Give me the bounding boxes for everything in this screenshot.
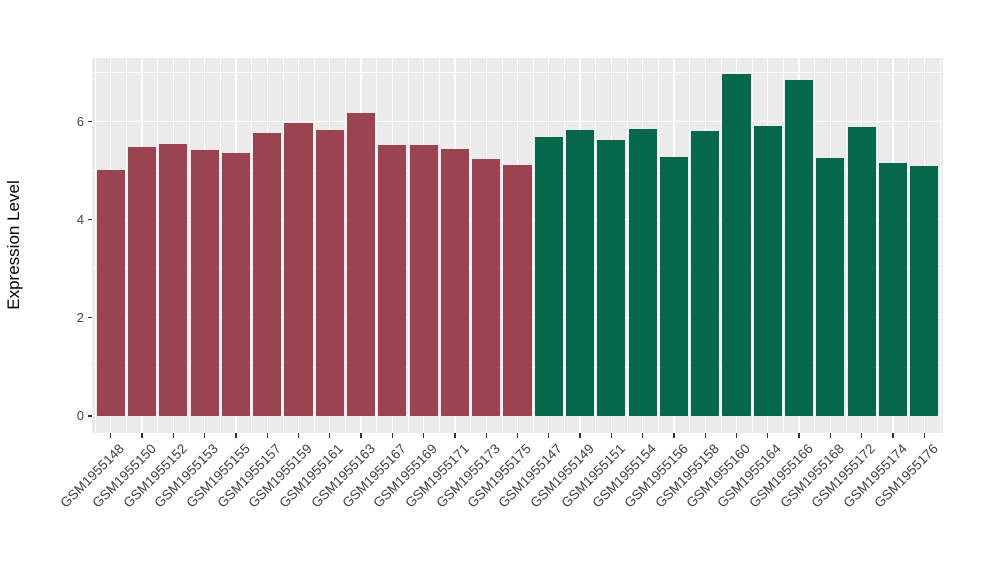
bar-GSM1955153 xyxy=(190,149,219,416)
x-tick-mark xyxy=(735,433,738,438)
y-axis-title-text: Expression Level xyxy=(4,180,23,310)
gridline-minor-v xyxy=(720,58,722,433)
gridline-minor-v xyxy=(376,58,378,433)
bar-GSM1955157 xyxy=(253,132,282,416)
x-tick-mark xyxy=(767,433,769,438)
gridline-minor-v xyxy=(595,58,597,433)
y-tick-label: 0 xyxy=(76,407,84,423)
gridline-minor-v xyxy=(251,58,252,433)
x-tick-mark xyxy=(610,433,613,438)
bar-GSM1955148 xyxy=(96,169,125,416)
bar-GSM1955155 xyxy=(221,152,250,416)
x-tick-mark xyxy=(923,433,925,438)
bar-GSM1955169 xyxy=(409,145,438,416)
gridline-minor-v xyxy=(438,58,440,433)
gridline-minor-v xyxy=(407,58,409,433)
bar-GSM1955154 xyxy=(628,129,657,416)
x-tick-mark xyxy=(203,433,206,438)
gridline-minor-v xyxy=(564,58,565,433)
x-tick-mark xyxy=(266,433,268,438)
gridline-minor-v xyxy=(345,58,346,433)
x-tick-mark xyxy=(360,433,362,438)
x-tick-mark xyxy=(422,433,425,438)
bar-GSM1955156 xyxy=(659,157,688,416)
bar-GSM1955166 xyxy=(785,80,814,416)
x-tick-mark xyxy=(235,433,237,438)
gridline-minor-v xyxy=(94,58,96,433)
gridline-minor-v xyxy=(657,58,659,433)
bar-GSM1955152 xyxy=(159,144,188,416)
bar-GSM1955150 xyxy=(127,147,157,416)
gridline-minor-v xyxy=(157,58,159,433)
gridline-minor-v xyxy=(501,58,503,433)
plot-panel xyxy=(92,58,943,433)
bar-GSM1955173 xyxy=(472,158,501,416)
x-tick-mark xyxy=(297,433,300,438)
gridline-minor-v xyxy=(626,58,628,433)
x-tick-mark xyxy=(485,433,487,438)
bar-GSM1955159 xyxy=(284,122,313,416)
gridline-minor-v xyxy=(814,58,816,433)
x-tick-mark xyxy=(141,433,143,438)
x-tick-mark xyxy=(860,433,863,438)
gridline-minor-v xyxy=(282,58,284,433)
bar-GSM1955147 xyxy=(534,136,563,416)
x-tick-mark xyxy=(516,433,519,438)
gridline-minor-v xyxy=(876,58,878,433)
y-tick-label: 2 xyxy=(76,309,84,325)
bar-GSM1955161 xyxy=(315,130,344,416)
bar-GSM1955151 xyxy=(597,140,626,416)
gridline-minor-v xyxy=(939,58,941,433)
bar-GSM1955163 xyxy=(346,113,376,416)
bar-GSM1955176 xyxy=(910,166,939,416)
gridline-minor-v xyxy=(845,58,847,433)
x-tick-mark xyxy=(548,433,550,438)
bar-GSM1955149 xyxy=(565,130,595,416)
x-tick-mark xyxy=(798,433,800,438)
x-tick-mark xyxy=(829,433,832,438)
bar-GSM1955158 xyxy=(691,130,720,416)
x-tick-mark xyxy=(454,433,456,438)
y-tick-mark xyxy=(87,317,92,319)
x-tick-mark xyxy=(704,433,706,438)
gridline-minor-v xyxy=(313,58,315,433)
gridline-minor-v xyxy=(219,58,221,433)
y-tick-mark xyxy=(87,121,92,123)
bar-GSM1955168 xyxy=(816,157,845,416)
bar-GSM1955167 xyxy=(378,145,407,416)
bar-GSM1955171 xyxy=(440,148,469,416)
y-tick-label: 4 xyxy=(76,211,84,227)
gridline-minor-v xyxy=(783,58,784,433)
bar-GSM1955164 xyxy=(753,125,782,416)
x-tick-mark xyxy=(579,433,581,438)
x-tick-mark xyxy=(673,433,675,438)
gridline-minor-v xyxy=(751,58,753,433)
x-tick-mark xyxy=(329,433,331,438)
gridline-minor-v xyxy=(188,58,190,433)
x-tick-mark xyxy=(110,433,112,438)
x-tick-mark xyxy=(391,433,394,438)
gridline-minor-v xyxy=(532,58,534,433)
bar-GSM1955160 xyxy=(722,74,751,416)
x-tick-mark xyxy=(892,433,894,438)
gridline-minor-v xyxy=(126,58,127,433)
bar-GSM1955172 xyxy=(847,127,876,416)
bar-GSM1955174 xyxy=(878,162,908,416)
x-tick-mark xyxy=(641,433,644,438)
gridline-minor-v xyxy=(908,58,909,433)
y-tick-label: 6 xyxy=(76,113,84,129)
x-tick-mark xyxy=(172,433,175,438)
gridline-minor-v xyxy=(689,58,690,433)
bar-GSM1955175 xyxy=(503,165,532,416)
y-tick-mark xyxy=(87,219,92,221)
gridline-minor-v xyxy=(470,58,471,433)
y-tick-mark xyxy=(87,415,92,417)
